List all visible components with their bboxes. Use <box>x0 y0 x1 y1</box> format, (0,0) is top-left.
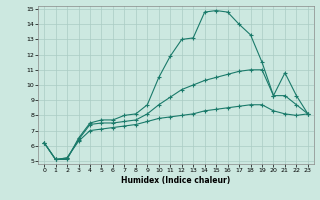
X-axis label: Humidex (Indice chaleur): Humidex (Indice chaleur) <box>121 176 231 185</box>
